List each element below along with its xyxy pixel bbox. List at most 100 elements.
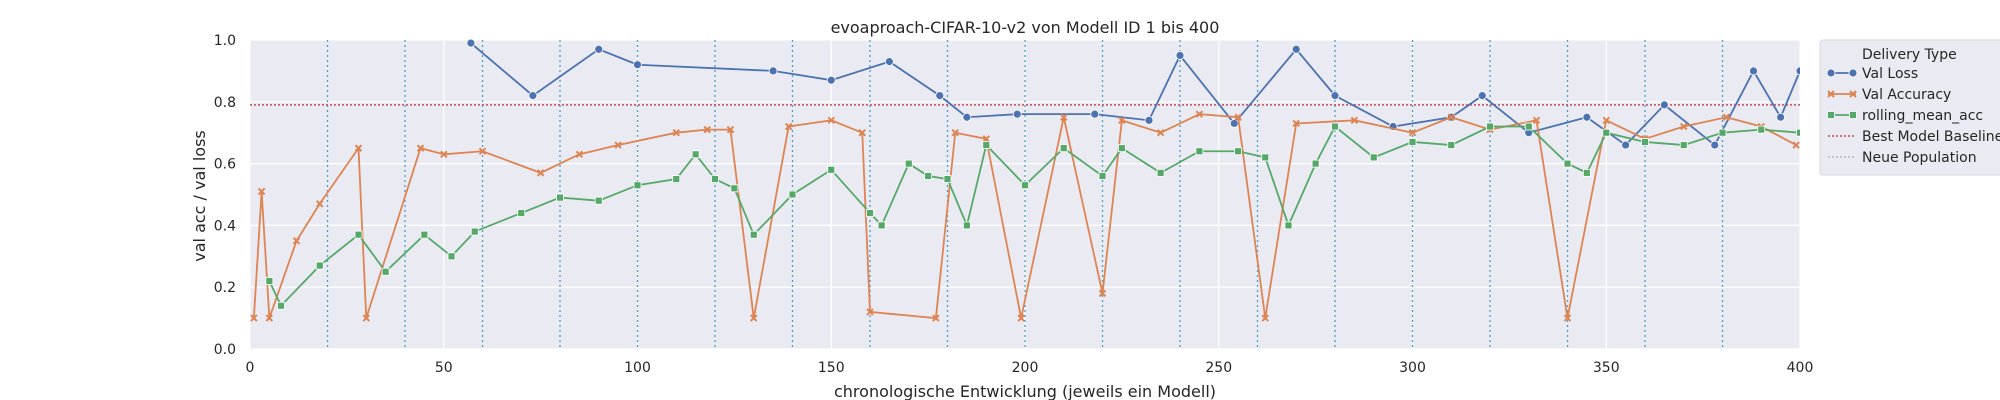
data-point	[1234, 147, 1243, 156]
data-point	[1017, 314, 1025, 322]
data-point	[877, 221, 886, 230]
data-point	[1012, 109, 1022, 119]
data-point	[594, 196, 603, 205]
data-point	[1582, 168, 1591, 177]
data-point	[1369, 153, 1378, 162]
data-point	[1059, 144, 1068, 153]
data-point	[1098, 289, 1107, 298]
data-point	[614, 141, 622, 149]
data-point	[416, 144, 425, 152]
data-point	[594, 44, 604, 54]
legend-item: Best Model Baseline	[1828, 129, 2000, 145]
data-point	[935, 91, 945, 101]
data-point	[478, 147, 487, 155]
y-tick-label: 0.6	[214, 157, 236, 173]
chart-title: evoaproach-CIFAR-10-v2 von Modell ID 1 b…	[831, 18, 1220, 37]
data-point	[517, 209, 526, 217]
data-point	[1350, 116, 1359, 125]
legend-label: Val Loss	[1862, 66, 1918, 82]
legend-marker	[1849, 111, 1857, 119]
data-point	[1090, 109, 1100, 119]
y-tick-label: 1.0	[214, 33, 236, 49]
series-val-accuracy	[250, 110, 1800, 322]
data-point	[440, 150, 448, 159]
data-point	[362, 314, 370, 322]
legend-label: rolling_mean_acc	[1862, 108, 1983, 124]
data-point	[466, 38, 476, 48]
data-point	[1749, 66, 1758, 76]
data-point	[768, 66, 778, 76]
data-point	[1641, 138, 1649, 146]
data-point	[1330, 91, 1340, 101]
data-point	[1408, 138, 1417, 146]
data-point	[1195, 147, 1204, 156]
data-point	[1021, 181, 1029, 190]
data-point	[1117, 144, 1126, 153]
x-tick-label: 200	[1012, 360, 1039, 376]
data-point	[691, 150, 700, 159]
data-point	[1291, 44, 1301, 54]
data-point	[784, 122, 793, 131]
data-point	[265, 277, 274, 285]
data-point	[672, 128, 680, 137]
data-point	[1447, 141, 1456, 149]
data-point	[1524, 122, 1533, 131]
legend-box	[1819, 39, 2000, 176]
data-point	[730, 184, 739, 193]
data-point	[1284, 221, 1293, 230]
data-point	[354, 230, 363, 239]
x-tick-label: 100	[624, 360, 651, 376]
data-point	[711, 175, 719, 183]
data-point	[277, 301, 285, 310]
x-tick-label: 400	[1787, 360, 1814, 376]
x-tick-label: 150	[818, 360, 845, 376]
data-point	[962, 112, 972, 122]
data-point	[1261, 314, 1269, 322]
legend-marker	[1849, 90, 1857, 98]
data-point	[858, 128, 866, 137]
series-rolling-mean-acc	[265, 122, 1800, 310]
data-point	[1060, 113, 1068, 121]
data-point	[1234, 113, 1242, 121]
data-point	[381, 267, 390, 276]
data-point	[354, 144, 363, 152]
data-point	[1118, 116, 1126, 125]
data-point	[1477, 91, 1487, 101]
data-point	[943, 175, 952, 183]
y-tick-labels: 0.0 0.2 0.4 0.6 0.8 1.0	[214, 33, 236, 358]
data-point	[1795, 66, 1800, 76]
data-point	[1722, 113, 1731, 121]
legend-marker	[1826, 68, 1836, 78]
x-tick-label: 350	[1593, 360, 1620, 376]
series-group	[250, 38, 1800, 322]
data-point	[257, 187, 266, 196]
data-point	[556, 193, 564, 202]
data-point	[1156, 128, 1165, 137]
data-point	[827, 116, 835, 125]
data-point	[826, 75, 836, 85]
legend-item: Neue Population	[1828, 150, 1977, 166]
data-point	[1582, 112, 1592, 122]
legend-marker	[1827, 90, 1835, 98]
data-point	[982, 135, 990, 143]
legend-label: Neue Population	[1862, 150, 1977, 166]
data-point	[1156, 168, 1165, 177]
data-point	[1679, 141, 1688, 149]
data-point	[1195, 110, 1204, 118]
data-point	[1486, 122, 1494, 131]
data-point	[536, 169, 545, 177]
data-point	[1408, 128, 1417, 137]
data-point	[1796, 128, 1800, 137]
legend-label: Best Model Baseline	[1862, 129, 2000, 145]
y-axis-label: val acc / val loss	[190, 130, 209, 261]
data-point	[265, 314, 274, 322]
data-point	[1718, 128, 1727, 137]
data-point	[904, 159, 913, 168]
legend-marker	[1848, 68, 1858, 78]
data-point	[1792, 141, 1800, 149]
data-point	[292, 237, 301, 245]
data-point	[924, 172, 933, 180]
x-tick-label: 50	[435, 360, 453, 376]
data-point	[962, 221, 971, 230]
